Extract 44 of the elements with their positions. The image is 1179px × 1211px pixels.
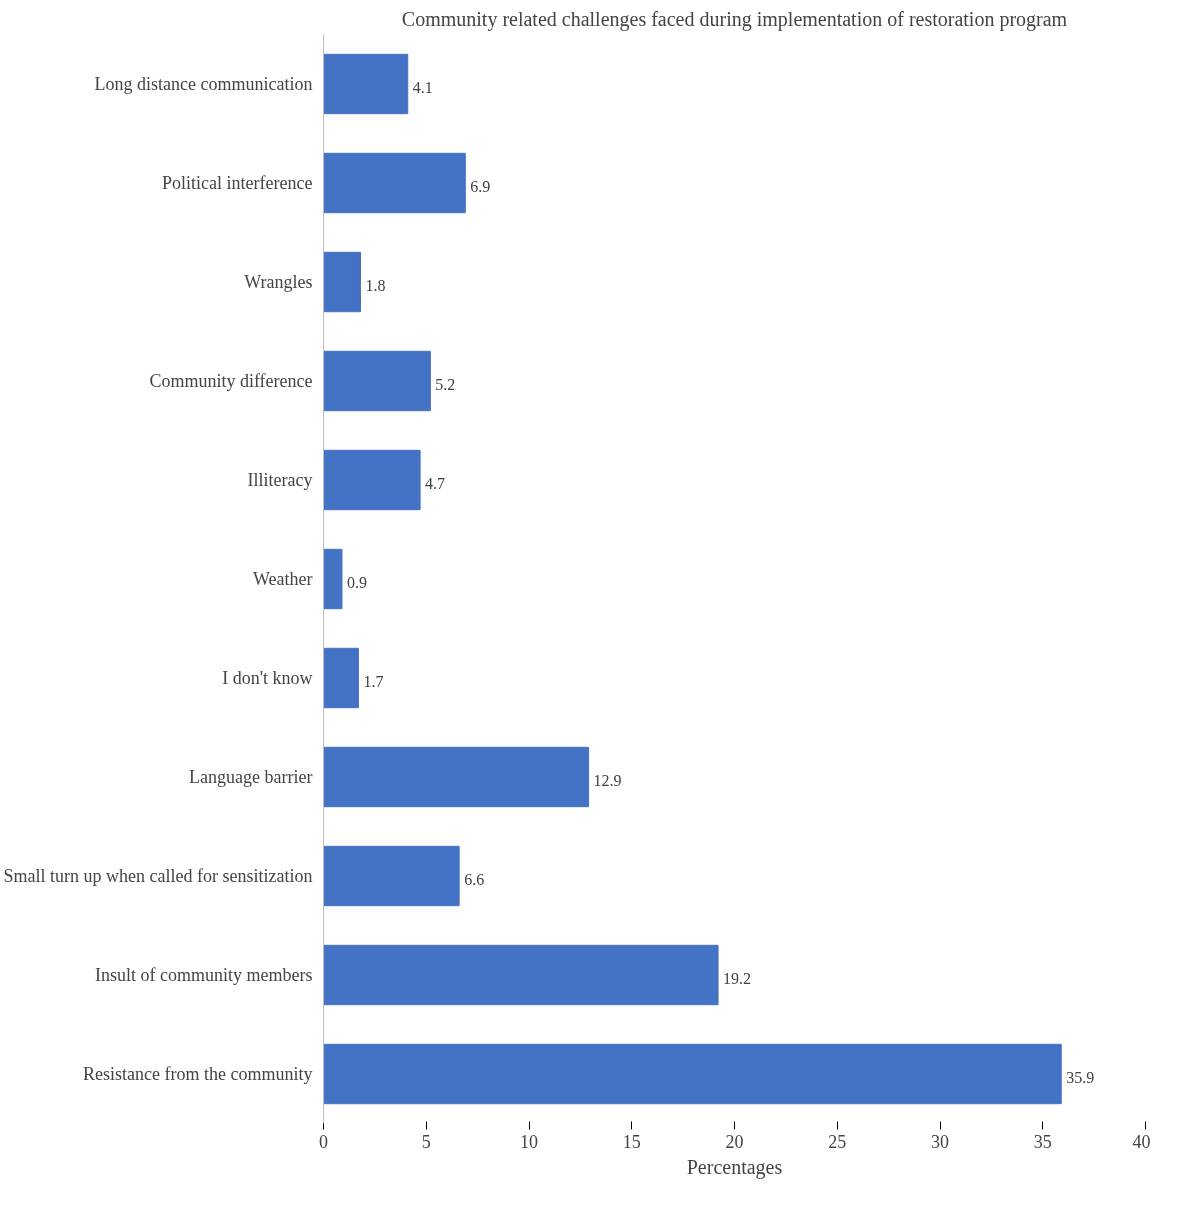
x-tick-label: 30 (931, 1131, 949, 1152)
data-label: 4.7 (425, 475, 446, 492)
y-tick-label: Small turn up when called for sensitization (3, 866, 313, 886)
bar (323, 845, 460, 907)
y-tick-label: Insult of community members (95, 965, 313, 985)
y-tick-label: Community difference (149, 371, 313, 391)
data-label: 4.1 (412, 79, 433, 96)
bar (323, 350, 431, 412)
bar (323, 647, 359, 709)
data-label: 12.9 (593, 772, 622, 789)
x-tick-label: 35 (1033, 1131, 1052, 1152)
bar (323, 944, 719, 1006)
bar (323, 746, 590, 808)
bar (323, 251, 361, 313)
x-tick-label: 15 (622, 1131, 641, 1152)
data-label: 1.8 (365, 277, 386, 294)
bar (323, 548, 343, 610)
y-tick-label: Political interference (162, 173, 313, 193)
bar (323, 449, 421, 511)
chart-title: Community related challenges faced during implementation of restoration program (401, 7, 1068, 31)
x-tick-label: 10 (520, 1131, 538, 1152)
data-label: 0.9 (346, 574, 367, 591)
data-label: 19.2 (723, 970, 752, 987)
bar (323, 152, 466, 214)
data-label: 35.9 (1066, 1069, 1095, 1086)
bar (323, 1043, 1062, 1105)
data-label: 6.6 (464, 871, 485, 888)
x-tick-label: 40 (1132, 1131, 1151, 1152)
data-label: 1.7 (363, 673, 384, 690)
y-tick-label: Illiteracy (247, 470, 313, 490)
y-tick-label: Long distance communication (94, 74, 313, 94)
x-tick-label: 20 (725, 1131, 744, 1152)
data-label: 5.2 (435, 376, 456, 393)
y-tick-label: Weather (252, 569, 313, 589)
y-tick-label: Language barrier (189, 767, 313, 787)
x-axis-title: Percentages (686, 1155, 783, 1179)
data-label: 6.9 (470, 178, 491, 195)
y-tick-label: Wrangles (244, 272, 313, 292)
y-tick-label: I don't know (222, 668, 313, 688)
x-tick-label: 25 (828, 1131, 847, 1152)
bar (323, 53, 409, 115)
y-tick-label: Resistance from the community (83, 1064, 313, 1084)
x-tick-label: 5 (421, 1131, 431, 1152)
x-tick-label: 0 (319, 1131, 328, 1152)
